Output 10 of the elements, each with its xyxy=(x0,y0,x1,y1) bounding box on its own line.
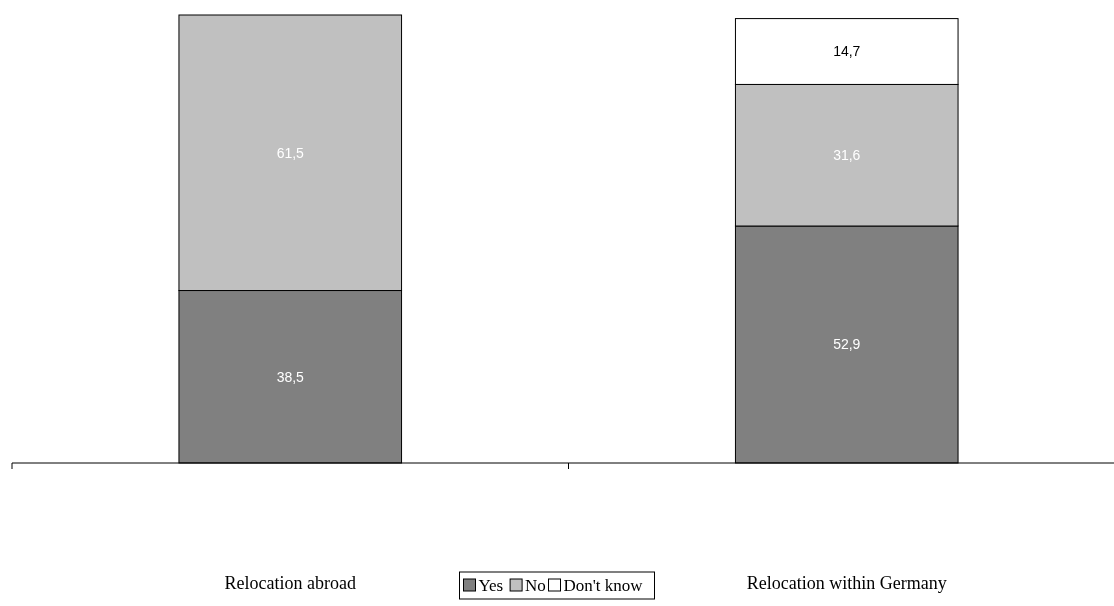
data-label: 31,6 xyxy=(833,147,861,164)
x-tick-label: Relocation abroad xyxy=(224,573,356,593)
data-label: 38,5 xyxy=(276,368,305,385)
x-tick-label: Relocation within Germany xyxy=(746,573,947,593)
data-label: 61,5 xyxy=(276,144,305,161)
legend-label: Yes xyxy=(478,575,504,595)
data-label: 14,7 xyxy=(833,43,861,60)
data-label: 52,9 xyxy=(833,336,861,353)
legend-label: Don't know xyxy=(563,575,644,595)
legend-label: No xyxy=(525,575,546,595)
